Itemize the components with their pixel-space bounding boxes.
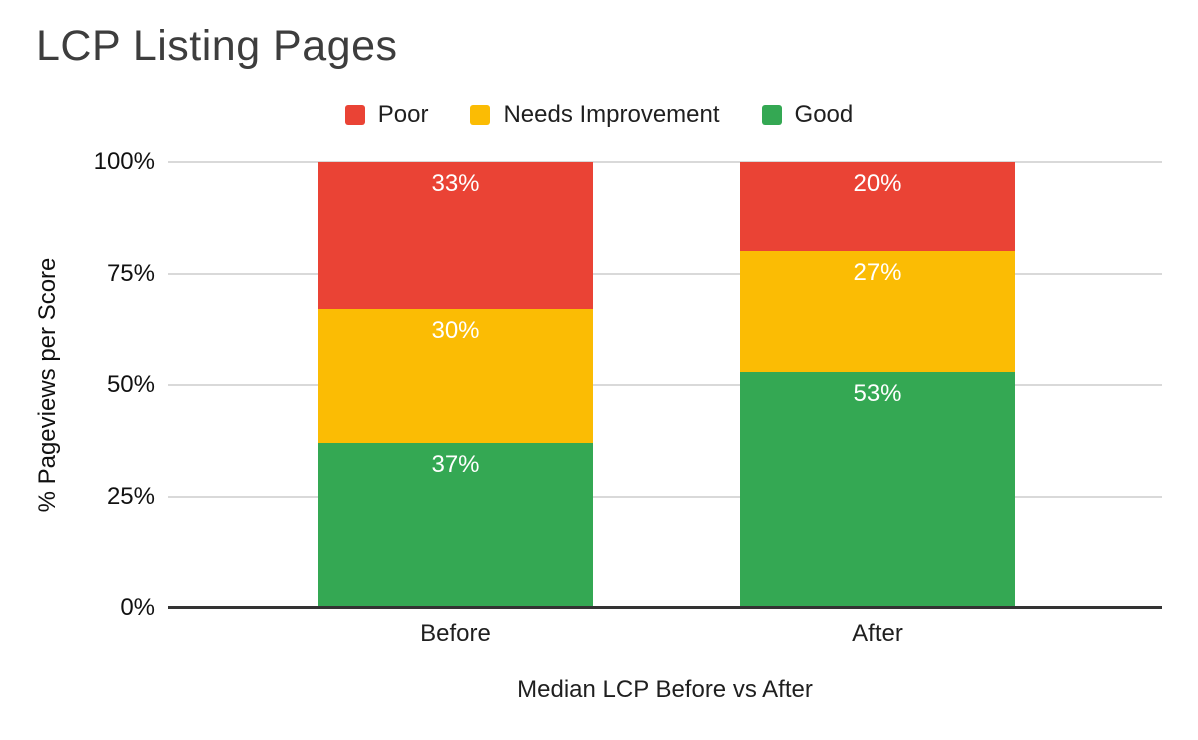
segment-label-poor-before: 33% <box>431 170 480 197</box>
gridline-25 <box>168 496 1162 498</box>
segment-good-before: 37% <box>318 442 593 608</box>
segment-needs-improvement-before: 30% <box>318 309 593 443</box>
segment-label-needs-improvement-after: 27% <box>853 259 902 287</box>
legend-item-poor: Poor <box>344 101 429 129</box>
legend-label-needs-improvement: Needs Improvement <box>503 101 720 128</box>
gridline-50 <box>168 384 1162 386</box>
legend-swatch-poor <box>344 105 365 125</box>
bar-before: 37% 30% 33% <box>318 162 593 608</box>
legend-item-needs-improvement: Needs Improvement <box>470 101 720 129</box>
segment-poor-after: 20% <box>740 162 1015 252</box>
segment-label-good-before: 37% <box>431 450 480 478</box>
chart-title: LCP Listing Pages <box>36 22 398 70</box>
gridline-75 <box>168 273 1162 275</box>
y-tick-label-0: 0% <box>120 594 155 621</box>
legend-label-poor: Poor <box>377 101 429 128</box>
gridline-100 <box>168 161 1162 163</box>
category-label-after: After <box>852 620 903 647</box>
y-tick-label-25: 25% <box>106 482 155 510</box>
legend-swatch-needs-improvement <box>470 105 491 125</box>
segment-good-after: 53% <box>740 371 1015 608</box>
y-tick-label-50: 50% <box>106 371 155 398</box>
segment-needs-improvement-after: 27% <box>740 251 1015 372</box>
legend-label-good: Good <box>794 101 854 128</box>
segment-poor-before: 33% <box>318 162 593 310</box>
legend-item-good: Good <box>761 101 854 129</box>
plot-area: 37% 30% 33% 53% 27% 20% <box>168 161 1162 609</box>
x-axis-title: Median LCP Before vs After <box>517 676 813 703</box>
y-tick-label-75: 75% <box>106 259 155 287</box>
segment-label-needs-improvement-before: 30% <box>431 317 480 345</box>
legend-swatch-good <box>761 105 782 125</box>
x-axis-line <box>168 606 1162 609</box>
segment-label-good-after: 53% <box>853 379 902 407</box>
y-tick-label-100: 100% <box>93 148 155 175</box>
bar-after: 53% 27% 20% <box>740 162 1015 608</box>
category-label-before: Before <box>420 620 491 647</box>
legend: Poor Needs Improvement Good <box>0 100 1198 130</box>
segment-label-poor-after: 20% <box>853 170 902 197</box>
